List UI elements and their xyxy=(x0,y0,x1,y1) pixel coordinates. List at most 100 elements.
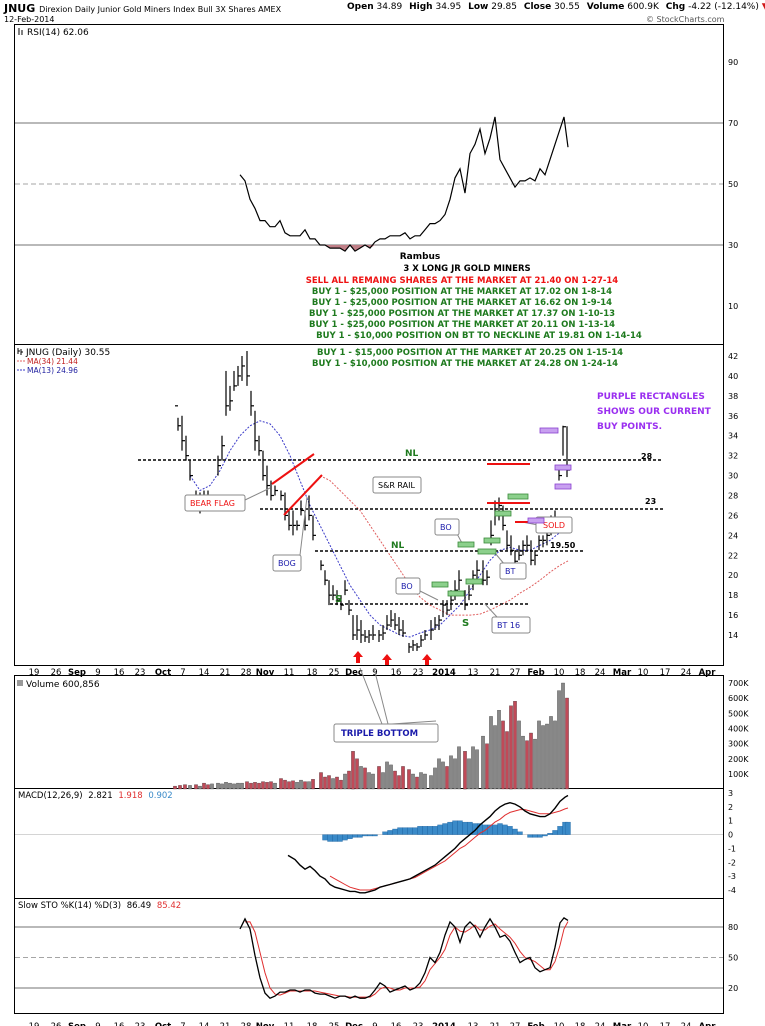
macd-histogram-bar xyxy=(392,828,398,835)
volume-bar xyxy=(269,781,273,790)
volume-value: 600.9K xyxy=(627,2,659,12)
volume-bar xyxy=(401,766,405,790)
volume-bar xyxy=(335,776,339,790)
price-legend-icon xyxy=(17,348,23,355)
price-bar xyxy=(246,351,250,386)
watermark: © StockCharts.com xyxy=(646,15,725,24)
macd-histogram-bar xyxy=(542,834,548,837)
rsi-tick-label: 70 xyxy=(728,119,738,128)
ma34-line xyxy=(319,475,569,616)
macd-tick-label: 2 xyxy=(728,803,733,812)
rsi-legend-icon xyxy=(18,28,23,35)
macd-histogram-bar xyxy=(407,827,413,835)
macd-histogram-bar xyxy=(422,826,428,835)
x-axis-label: 9 xyxy=(372,1022,377,1026)
x-axis-label: Mar xyxy=(613,1022,632,1026)
x-axis-label: Sep xyxy=(68,1022,86,1026)
bear-flag-line-bottom xyxy=(283,474,323,516)
price-bar xyxy=(284,492,288,521)
macd-legend-signal: 1.918 xyxy=(118,791,142,801)
volume-bar xyxy=(224,782,228,790)
bt-label: BT xyxy=(505,567,515,576)
x-axis-label: 24 xyxy=(681,1022,692,1026)
price-bar xyxy=(464,590,468,611)
x-axis-label: 16 xyxy=(114,1022,125,1026)
x-axis-label: 13 xyxy=(468,668,479,678)
macd-histogram-bar xyxy=(507,826,513,835)
purple-buy-box xyxy=(539,427,559,434)
price-bar xyxy=(390,610,394,628)
x-axis-label: 18 xyxy=(575,1022,586,1026)
trade-notes: Rambus 3 X LONG JR GOLD MINERS SELL ALL … xyxy=(306,252,642,369)
triple-bottom-box xyxy=(333,723,439,743)
volume-bar xyxy=(541,725,545,790)
rsi-tick-label: 50 xyxy=(728,180,738,189)
volume-bar xyxy=(178,785,182,790)
rsi-layer xyxy=(239,116,569,252)
macd-histogram-bar xyxy=(557,826,563,835)
macd-legend-text: MACD(12,26,9) 2.821 1.918 0.902 xyxy=(18,791,173,801)
purple-note: PURPLE RECTANGLES SHOWS OUR CURRENT BUY … xyxy=(597,392,712,432)
macd-histogram-bar xyxy=(332,834,338,842)
volume-bar xyxy=(475,749,479,790)
volume-bar xyxy=(311,779,315,790)
trade-notes-sell: SELL ALL REMAING SHARES AT THE MARKET AT… xyxy=(306,276,619,286)
volume-bar xyxy=(249,782,253,790)
volume-bar xyxy=(517,720,521,790)
volume-bar xyxy=(561,682,565,790)
volume-bar xyxy=(210,783,214,790)
sr-rail-callout: S&R RAIL xyxy=(372,476,422,494)
bo-lower-box xyxy=(395,577,421,595)
s-left-label: S xyxy=(335,594,342,605)
macd-tick-label: -3 xyxy=(728,872,736,881)
sto-legend-prefix: Slow STO %K(14) %D(3) xyxy=(18,901,121,911)
bear-flag-label: BEAR FLAG xyxy=(190,499,235,508)
price-bar xyxy=(229,385,233,411)
bo-lower-pointer xyxy=(417,589,439,601)
x-axis-label: 27 xyxy=(510,668,521,678)
macd-panel-frame xyxy=(14,788,724,899)
macd-histogram-bar xyxy=(437,824,443,835)
macd-legend: MACD(12,26,9) 2.821 1.918 0.902 xyxy=(18,791,173,801)
volume-bar xyxy=(303,781,307,790)
chg-label: Chg xyxy=(665,2,686,12)
volume-bar xyxy=(393,770,397,790)
macd-histogram-bar xyxy=(462,821,468,835)
price-bar xyxy=(378,630,382,642)
x-axis-label: 18 xyxy=(307,668,318,678)
price-bar xyxy=(526,535,530,551)
volume-bar xyxy=(232,783,236,790)
x-axis-label: 21 xyxy=(220,668,231,678)
price-bar xyxy=(538,535,542,551)
chart-date: 12-Feb-2014 xyxy=(4,15,55,24)
volume-bar xyxy=(257,782,261,790)
price-bar xyxy=(542,535,546,548)
sold-callout: SOLD xyxy=(521,516,573,534)
price-bar xyxy=(320,560,324,571)
price-tick-label: 26 xyxy=(728,511,738,520)
price-bar xyxy=(424,630,428,640)
price-bar xyxy=(262,450,266,481)
volume-bar xyxy=(497,710,501,790)
macd-histogram-bar xyxy=(342,834,348,841)
purple-note-line-2: SHOWS OUR CURRENT xyxy=(597,407,712,417)
price-bar xyxy=(336,590,340,606)
volume-bar xyxy=(202,782,206,790)
bt16-box xyxy=(491,616,531,634)
x-axis-label: 23 xyxy=(135,1022,146,1026)
volume-bar xyxy=(429,775,433,790)
x-axis-label: 26 xyxy=(51,1022,62,1026)
price-bar xyxy=(368,630,372,643)
sto-legend: Slow STO %K(14) %D(3) 86.49 85.42 xyxy=(18,901,181,911)
price-tick-label: 18 xyxy=(728,591,738,600)
volume-tick-label: 500K xyxy=(728,709,749,718)
price-bar xyxy=(221,435,225,461)
level-1950-label: 19.50 xyxy=(550,541,576,550)
triple-bottom-callout: TRIPLE BOTTOM xyxy=(333,667,439,743)
volume-bar xyxy=(457,746,461,790)
sto-legend-k: 86.49 xyxy=(127,901,151,911)
macd-histogram-bar xyxy=(322,834,328,841)
x-axis-label: 27 xyxy=(510,1022,521,1026)
volume-bar xyxy=(343,773,347,790)
level-28-label: 28 xyxy=(641,452,653,461)
